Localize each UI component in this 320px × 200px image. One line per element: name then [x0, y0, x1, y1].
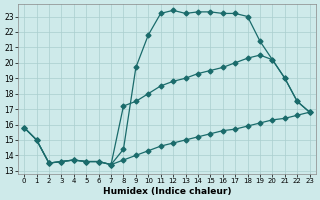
X-axis label: Humidex (Indice chaleur): Humidex (Indice chaleur) [103, 187, 231, 196]
